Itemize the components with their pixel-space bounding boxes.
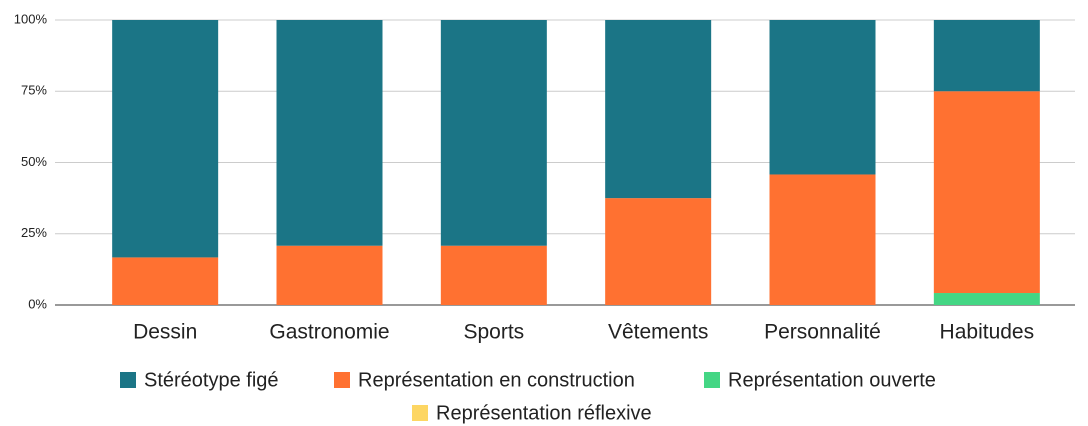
x-tick-label: Dessin	[133, 321, 197, 344]
legend-swatch	[704, 372, 720, 388]
legend-label: Représentation en construction	[358, 369, 635, 391]
bar-segment	[276, 20, 383, 246]
legend-label: Représentation ouverte	[728, 369, 936, 391]
x-tick-label: Vêtements	[608, 321, 708, 344]
bar-segment	[112, 257, 219, 305]
bar-segment	[769, 20, 876, 175]
y-tick-label: 0%	[28, 296, 47, 311]
x-tick-label: Personnalité	[764, 321, 881, 344]
y-tick-label: 50%	[21, 154, 47, 169]
y-tick-label: 100%	[14, 11, 48, 26]
bar-segment	[769, 174, 876, 305]
y-tick-label: 75%	[21, 83, 47, 98]
bar-segment	[933, 293, 1040, 305]
bar-segment	[605, 198, 712, 305]
legend-swatch	[120, 372, 136, 388]
legend-swatch	[334, 372, 350, 388]
bar-segment	[440, 245, 547, 305]
bar-segment	[440, 20, 547, 246]
bar-segment	[605, 20, 712, 199]
legend-swatch	[412, 405, 428, 421]
x-tick-label: Habitudes	[940, 321, 1035, 344]
bar-segment	[112, 20, 219, 258]
x-tick-label: Gastronomie	[269, 321, 389, 344]
y-tick-label: 25%	[21, 225, 47, 240]
bar-segment	[933, 20, 1040, 92]
bar-segment	[933, 91, 1040, 294]
legend-label: Représentation réflexive	[436, 402, 652, 424]
bar-segment	[276, 245, 383, 305]
x-tick-label: Sports	[463, 321, 524, 344]
legend-label: Stéréotype figé	[144, 369, 279, 391]
